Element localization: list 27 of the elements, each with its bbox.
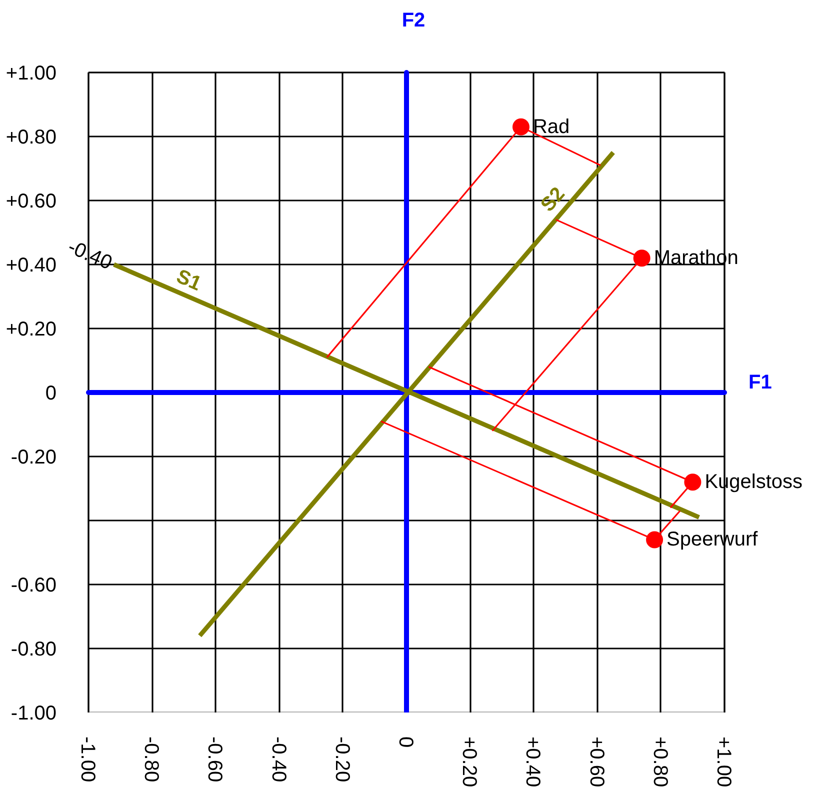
y-tick-label: +0.60: [6, 190, 57, 212]
x-tick-label: -0.60: [204, 736, 226, 782]
text: S1: [173, 266, 204, 296]
y-tick-label: 0: [45, 382, 56, 404]
text: S2: [536, 183, 570, 216]
y-tick-label: -0.80: [10, 638, 57, 660]
x-axis-title: F1: [748, 372, 772, 394]
y-tick-label: +0.80: [6, 126, 57, 148]
y-tick-label: +1.00: [6, 62, 57, 84]
x-tick-label: +0.80: [648, 736, 671, 788]
x-tick-label: 0: [394, 736, 416, 748]
y-tick-label: -1.00: [10, 702, 57, 724]
x-tick-label: +0.20: [458, 736, 480, 788]
x-tick-label: +1.00: [712, 736, 734, 788]
annotation: Rad: [532, 116, 570, 138]
annotation: -0.40: [64, 236, 116, 274]
y-axis-title: F2: [402, 10, 426, 32]
x-tick-label: +0.60: [585, 736, 608, 788]
x-tick-label: +0.40: [522, 736, 544, 788]
y-tick-label: -0.20: [10, 446, 57, 468]
x-tick-label: -1.00: [76, 736, 98, 782]
y-tick-label: +0.20: [6, 318, 57, 340]
y-tick-label: +0.40: [6, 254, 57, 276]
y-tick-label: -0.60: [10, 574, 57, 596]
x-tick-label: -0.40: [267, 736, 290, 782]
x-tick-label: -0.80: [140, 736, 162, 782]
x-tick-label: -0.20: [330, 736, 353, 782]
